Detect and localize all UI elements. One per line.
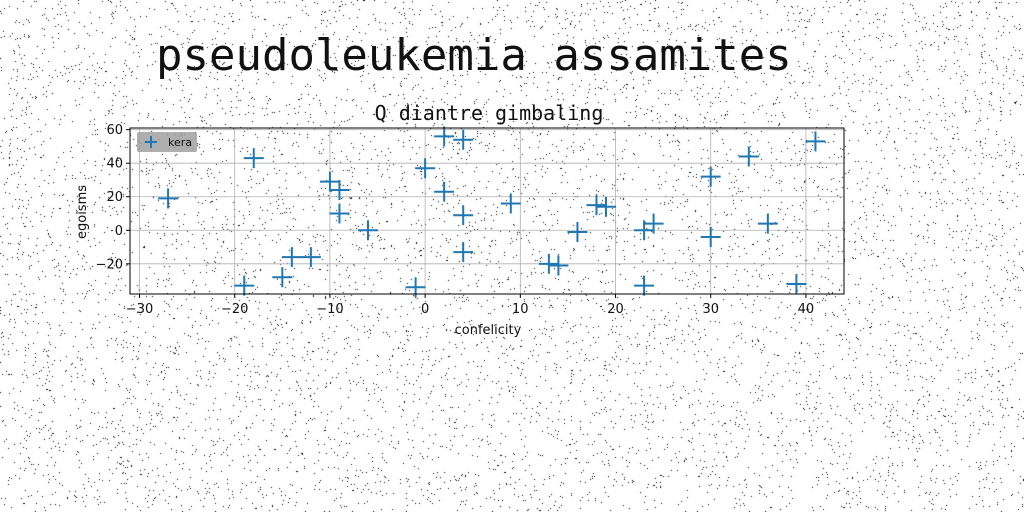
data-point [586,195,607,216]
data-point [358,220,378,241]
data-point [415,158,436,179]
x-axis-label: confelicity [455,323,522,338]
x-tick-label: 20 [607,302,624,317]
grid-lines [130,128,844,294]
data-point [329,180,350,201]
data-point [158,188,179,209]
page-heading: pseudoleukemia assamites [156,30,792,81]
data-point [643,213,664,234]
axis-ticks: −30 −20 −10 0 10 20 30 40 −20 0 20 40 60 [96,123,815,317]
data-point [329,203,350,224]
data-point [738,146,759,167]
data-point [453,205,474,226]
data-point [596,196,616,217]
legend: kera [137,132,197,152]
data-point [319,171,340,192]
y-tick-label: 40 [106,157,123,172]
data-point [453,129,474,150]
y-tick-label: 20 [106,190,123,205]
data-point [434,181,455,202]
y-tick-label: 60 [106,123,123,138]
x-tick-label: −30 [126,302,153,317]
data-point [567,221,588,242]
y-tick-label: −20 [96,257,123,272]
x-tick-label: 10 [512,302,529,317]
legend-marker-kera [145,136,157,148]
chart-title: Q diantre gimbaling [375,101,604,125]
data-point [700,166,721,187]
data-point [500,193,521,214]
x-tick-label: 40 [798,302,815,317]
data-point [234,275,255,296]
data-points [158,126,826,298]
y-axis-label: egoisms [75,185,90,239]
plot-area-frame [129,127,845,295]
x-tick-label: −10 [316,302,343,317]
data-point [757,213,778,234]
x-tick-label: 30 [702,302,719,317]
data-point [453,242,474,263]
data-point [700,226,721,247]
data-point [548,255,569,276]
data-point [272,267,293,288]
data-point [300,247,321,268]
legend-marker-glyph [145,136,157,148]
data-point [538,253,559,274]
data-point [634,275,655,296]
data-point [243,148,264,169]
legend-label-kera: kera [168,136,192,149]
x-tick-label: −20 [221,302,248,317]
data-point [434,126,455,147]
data-point [805,131,826,152]
x-tick-label: 0 [421,302,429,317]
data-point [281,247,302,268]
y-tick-label: 0 [115,224,123,239]
data-point [786,273,807,294]
